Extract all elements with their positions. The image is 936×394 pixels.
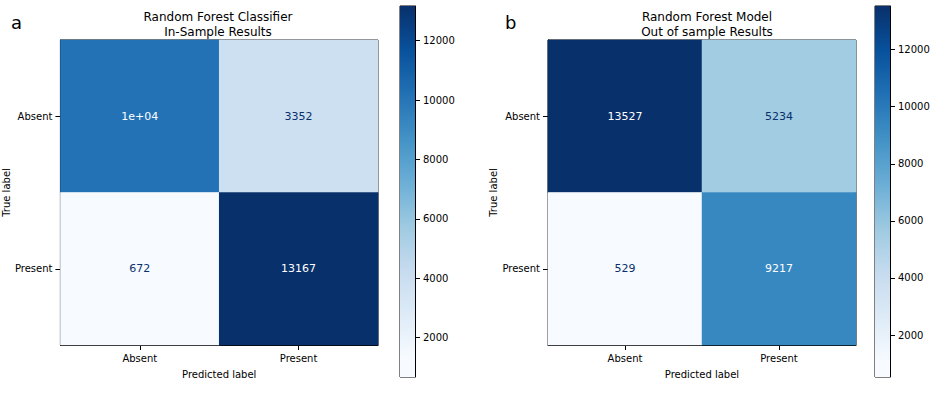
svg-text:6000: 6000	[898, 215, 923, 226]
svg-text:10000: 10000	[423, 95, 455, 106]
svg-text:Absent: Absent	[122, 353, 157, 364]
svg-text:Present: Present	[280, 353, 318, 364]
svg-text:9217: 9217	[765, 262, 793, 275]
svg-text:Absent: Absent	[608, 353, 643, 364]
svg-text:In-Sample Results: In-Sample Results	[164, 25, 272, 39]
svg-text:Present: Present	[502, 263, 540, 274]
svg-text:8000: 8000	[423, 154, 448, 165]
svg-text:Random Forest Classifier: Random Forest Classifier	[144, 10, 293, 24]
svg-text:True label: True label	[488, 168, 499, 218]
svg-text:8000: 8000	[898, 158, 923, 169]
svg-text:12000: 12000	[898, 44, 930, 55]
svg-text:529: 529	[615, 262, 636, 275]
svg-text:True label: True label	[1, 168, 12, 218]
svg-text:3352: 3352	[285, 110, 313, 123]
svg-text:4000: 4000	[898, 272, 923, 283]
svg-text:Present: Present	[15, 263, 53, 274]
svg-text:12000: 12000	[423, 35, 455, 46]
svg-text:Out of sample Results: Out of sample Results	[641, 25, 773, 39]
svg-text:Predicted label: Predicted label	[182, 369, 256, 380]
svg-text:6000: 6000	[423, 213, 448, 224]
svg-text:Random Forest Model: Random Forest Model	[642, 10, 772, 24]
svg-text:10000: 10000	[898, 101, 930, 112]
svg-text:Predicted label: Predicted label	[665, 369, 739, 380]
svg-text:Present: Present	[760, 353, 798, 364]
svg-text:b: b	[505, 12, 516, 33]
svg-text:4000: 4000	[423, 273, 448, 284]
svg-text:a: a	[11, 12, 22, 33]
svg-text:13167: 13167	[281, 262, 316, 275]
svg-text:2000: 2000	[898, 330, 923, 341]
svg-text:672: 672	[129, 262, 150, 275]
svg-text:13527: 13527	[608, 110, 643, 123]
svg-text:Absent: Absent	[505, 111, 540, 122]
svg-text:1e+04: 1e+04	[121, 110, 158, 123]
svg-text:2000: 2000	[423, 332, 448, 343]
svg-text:Absent: Absent	[18, 111, 53, 122]
svg-text:5234: 5234	[765, 110, 793, 123]
